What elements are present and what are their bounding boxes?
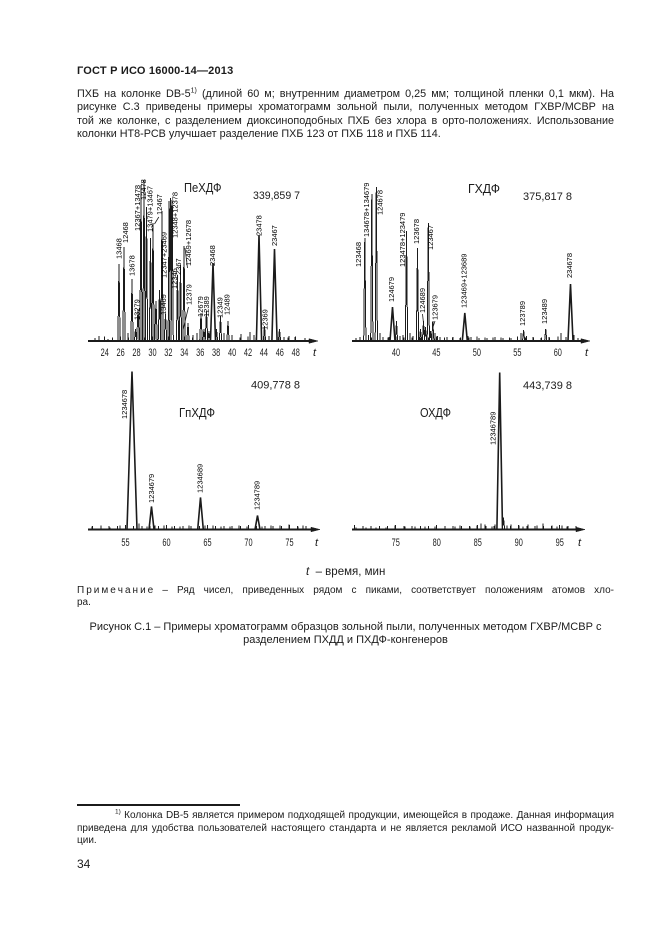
svg-text:443,739 8: 443,739 8 <box>523 380 572 392</box>
svg-text:13479+13467: 13479+13467 <box>146 186 155 232</box>
svg-text:12467: 12467 <box>155 194 164 215</box>
svg-text:75: 75 <box>392 537 400 549</box>
svg-text:24: 24 <box>101 347 109 359</box>
svg-text:12469+12678: 12469+12678 <box>184 220 193 266</box>
svg-text:ГпХДФ: ГпХДФ <box>179 406 215 420</box>
svg-text:123489: 123489 <box>540 299 549 324</box>
svg-text:12348+12378: 12348+12378 <box>171 192 180 238</box>
svg-text:23468: 23468 <box>208 245 217 266</box>
svg-text:34: 34 <box>180 347 188 359</box>
svg-text:12389: 12389 <box>202 296 211 317</box>
svg-text:375,817 8: 375,817 8 <box>523 191 572 203</box>
svg-text:13468: 13468 <box>115 238 124 259</box>
svg-text:123678: 123678 <box>412 219 421 244</box>
svg-text:12349: 12349 <box>216 297 225 318</box>
svg-text:70: 70 <box>244 537 252 549</box>
svg-text:85: 85 <box>474 537 482 549</box>
svg-text:124679: 124679 <box>387 277 396 302</box>
svg-text:1234689: 1234689 <box>196 464 205 493</box>
svg-text:339,859 7: 339,859 7 <box>253 190 300 202</box>
svg-text:55: 55 <box>121 537 129 549</box>
svg-text:1234679: 1234679 <box>147 474 156 503</box>
svg-text:65: 65 <box>203 537 211 549</box>
svg-text:40: 40 <box>392 347 400 359</box>
svg-text:124689: 124689 <box>418 288 427 313</box>
svg-text:12347+23469: 12347+23469 <box>160 232 169 278</box>
svg-text:60: 60 <box>162 537 170 549</box>
svg-text:12369: 12369 <box>261 309 270 330</box>
svg-text:12367+13478: 12367+13478 <box>133 185 142 231</box>
svg-text:36: 36 <box>196 347 204 359</box>
svg-text:t: t <box>578 537 582 549</box>
svg-text:134678+134679: 134678+134679 <box>362 183 371 237</box>
svg-text:60: 60 <box>554 347 562 359</box>
svg-text:234678: 234678 <box>565 253 574 278</box>
svg-text:1234789: 1234789 <box>253 481 262 510</box>
svg-text:12468: 12468 <box>121 222 130 243</box>
svg-text:t: t <box>315 537 319 549</box>
svg-text:23467: 23467 <box>270 225 279 246</box>
svg-text:45: 45 <box>432 347 440 359</box>
svg-text:50: 50 <box>473 347 481 359</box>
svg-text:1234678: 1234678 <box>120 390 129 419</box>
svg-text:38: 38 <box>212 347 220 359</box>
svg-text:t: t <box>313 347 317 359</box>
svg-text:12478: 12478 <box>139 179 148 200</box>
svg-text:123469+123689: 123469+123689 <box>460 254 469 308</box>
svg-text:123468: 123468 <box>354 242 363 267</box>
svg-text:2367: 2367 <box>174 258 183 275</box>
svg-text:80: 80 <box>433 537 441 549</box>
svg-text:123467: 123467 <box>426 225 435 250</box>
svg-text:ГХДФ: ГХДФ <box>468 182 500 196</box>
svg-text:28: 28 <box>132 347 140 359</box>
svg-text:95: 95 <box>556 537 564 549</box>
svg-text:13279: 13279 <box>133 299 142 320</box>
svg-text:13678: 13678 <box>128 255 137 276</box>
svg-text:90: 90 <box>515 537 523 549</box>
svg-text:30: 30 <box>148 347 156 359</box>
svg-text:75: 75 <box>285 537 293 549</box>
svg-text:44: 44 <box>260 347 268 359</box>
svg-text:12489: 12489 <box>223 294 232 315</box>
svg-text:12379: 12379 <box>185 284 194 305</box>
svg-text:ОХДФ: ОХДФ <box>420 406 451 420</box>
svg-text:46: 46 <box>276 347 284 359</box>
svg-text:26: 26 <box>117 347 125 359</box>
svg-text:t: t <box>585 347 589 359</box>
svg-text:32: 32 <box>164 347 172 359</box>
svg-text:ПеХДФ: ПеХДФ <box>184 181 222 195</box>
svg-text:409,778 8: 409,778 8 <box>251 380 300 392</box>
svg-text:55: 55 <box>513 347 521 359</box>
svg-text:12346789: 12346789 <box>489 412 498 445</box>
svg-text:48: 48 <box>292 347 300 359</box>
svg-text:42: 42 <box>244 347 252 359</box>
svg-text:40: 40 <box>228 347 236 359</box>
svg-text:12679: 12679 <box>196 296 205 317</box>
svg-text:23478: 23478 <box>255 215 264 236</box>
svg-text:12346: 12346 <box>170 268 179 289</box>
svg-text:123789: 123789 <box>518 301 527 326</box>
svg-text:123679: 123679 <box>431 295 440 320</box>
svg-text:123478+123479: 123478+123479 <box>398 213 407 267</box>
svg-text:13469: 13469 <box>159 294 168 315</box>
svg-text:124678: 124678 <box>376 190 385 215</box>
